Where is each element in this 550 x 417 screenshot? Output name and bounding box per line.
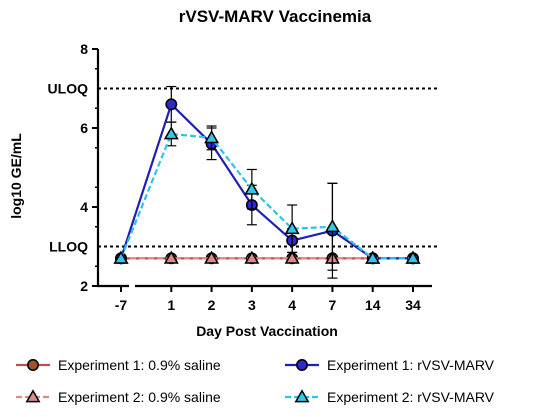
y-tick-label: 4 [80,199,88,215]
legend-swatch-marker [296,359,308,371]
series-line [119,132,413,260]
data-point [113,250,129,264]
y-axis-label: log10 GE/mL [8,133,24,219]
legend-label: Experiment 2: 0.9% saline [58,389,221,405]
x-tick-label: 7 [329,297,337,313]
data-point [365,250,381,264]
data-point [244,250,260,264]
reference-label-lloq: LLOQ [49,239,88,255]
legend-swatch-marker [294,389,310,403]
legend-item: Experiment 2: 0.9% saline [16,389,221,405]
legend-item: Experiment 1: rVSV-MARV [285,357,495,373]
data-point [163,126,179,140]
x-tick-label: 2 [208,297,216,313]
series-line [119,102,413,260]
y-tick-label: 8 [80,41,88,57]
data-point [204,250,220,264]
x-tick-label: 14 [365,297,381,313]
data-point [204,130,220,144]
data-point [244,181,260,195]
legend-swatch-marker [25,389,41,403]
legend-swatch-marker [27,359,39,371]
x-tick-label: 4 [288,297,296,313]
legend-item: Experiment 1: 0.9% saline [16,357,221,373]
y-tick-label: 2 [80,278,88,294]
x-axis-label: Day Post Vaccination [196,323,338,339]
legend: Experiment 1: 0.9% saline Experiment 2: 0… [16,357,495,405]
x-tick-label: 34 [405,297,421,313]
data-point [163,250,179,264]
x-tick-label: -7 [115,297,128,313]
data-point [405,250,421,264]
legend-label: Experiment 2: rVSV-MARV [327,389,495,405]
legend-label: Experiment 1: 0.9% saline [58,357,221,373]
y-tick-label: 6 [80,120,88,136]
legend-label: Experiment 1: rVSV-MARV [327,357,495,373]
x-tick-label: 3 [248,297,256,313]
reference-label-uloq: ULOQ [48,81,89,97]
x-tick-label: 1 [167,297,175,313]
data-point [324,219,340,233]
data-point [284,250,300,264]
chart-title: rVSV-MARV Vaccinemia [179,7,372,26]
data-point [284,221,300,235]
legend-item: Experiment 2: rVSV-MARV [285,389,495,405]
data-point [165,98,178,111]
